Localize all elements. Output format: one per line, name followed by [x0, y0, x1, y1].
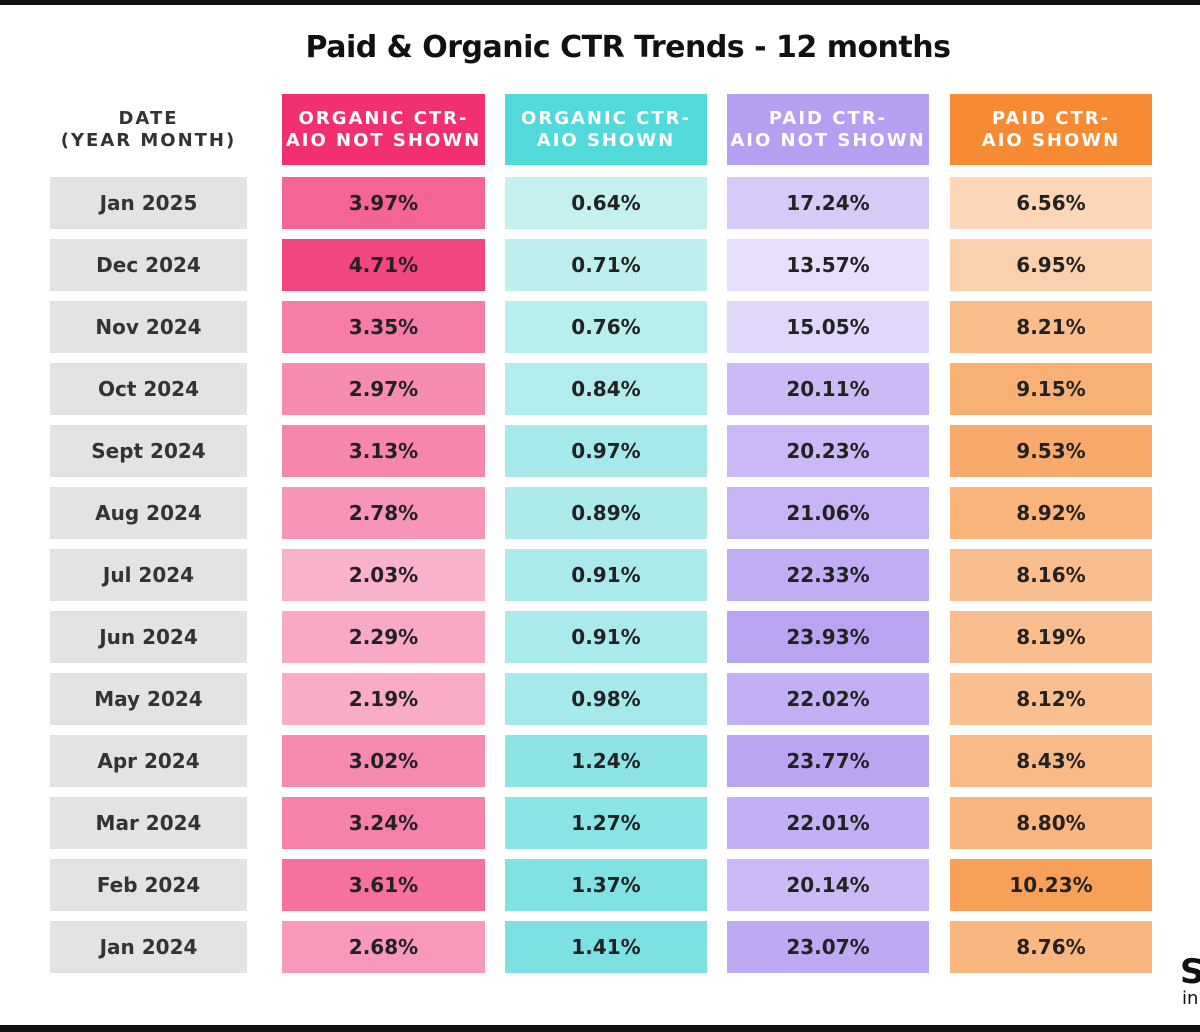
- column-header: DATE (YEAR MONTH): [50, 94, 247, 165]
- date-cell: Apr 2024: [50, 735, 247, 787]
- logo: S: [1180, 952, 1200, 992]
- value-cell: 3.24%: [282, 797, 485, 849]
- value-cell: 8.76%: [950, 921, 1152, 973]
- value-cell: 0.97%: [505, 425, 707, 477]
- value-cell: 22.02%: [727, 673, 929, 725]
- column-header: PAID CTR- AIO NOT SHOWN: [727, 94, 929, 165]
- value-cell: 21.06%: [727, 487, 929, 539]
- column-header: ORGANIC CTR- AIO SHOWN: [505, 94, 707, 165]
- date-cell: Oct 2024: [50, 363, 247, 415]
- value-cell: 2.97%: [282, 363, 485, 415]
- date-cell: Jul 2024: [50, 549, 247, 601]
- header-line: AIO NOT SHOWN: [730, 129, 926, 151]
- value-cell: 8.43%: [950, 735, 1152, 787]
- value-cell: 3.97%: [282, 177, 485, 229]
- value-cell: 6.56%: [950, 177, 1152, 229]
- value-cell: 0.91%: [505, 611, 707, 663]
- value-cell: 23.07%: [727, 921, 929, 973]
- date-cell: Sept 2024: [50, 425, 247, 477]
- value-cell: 3.13%: [282, 425, 485, 477]
- header-line: AIO SHOWN: [981, 129, 1121, 151]
- title: Paid & Organic CTR Trends - 12 months: [305, 30, 951, 65]
- column-header: ORGANIC CTR- AIO NOT SHOWN: [282, 94, 485, 165]
- column-header: PAID CTR- AIO SHOWN: [950, 94, 1152, 165]
- header-line: PAID CTR-: [991, 107, 1111, 129]
- date-cell: Jun 2024: [50, 611, 247, 663]
- value-cell: 1.41%: [505, 921, 707, 973]
- value-cell: 0.84%: [505, 363, 707, 415]
- header-line: AIO SHOWN: [536, 129, 676, 151]
- value-cell: 0.71%: [505, 239, 707, 291]
- date-cell: Feb 2024: [50, 859, 247, 911]
- value-cell: 9.15%: [950, 363, 1152, 415]
- logo-text: in: [1182, 988, 1199, 1009]
- value-cell: 0.91%: [505, 549, 707, 601]
- value-cell: 1.27%: [505, 797, 707, 849]
- value-cell: 3.61%: [282, 859, 485, 911]
- value-cell: 2.29%: [282, 611, 485, 663]
- value-cell: 2.78%: [282, 487, 485, 539]
- value-cell: 2.19%: [282, 673, 485, 725]
- date-cell: Jan 2025: [50, 177, 247, 229]
- date-cell: Aug 2024: [50, 487, 247, 539]
- value-cell: 0.98%: [505, 673, 707, 725]
- value-cell: 13.57%: [727, 239, 929, 291]
- date-cell: Mar 2024: [50, 797, 247, 849]
- value-cell: 8.12%: [950, 673, 1152, 725]
- value-cell: 2.03%: [282, 549, 485, 601]
- value-cell: 2.68%: [282, 921, 485, 973]
- value-cell: 22.33%: [727, 549, 929, 601]
- date-cell: May 2024: [50, 673, 247, 725]
- value-cell: 20.23%: [727, 425, 929, 477]
- value-cell: 20.14%: [727, 859, 929, 911]
- value-cell: 8.19%: [950, 611, 1152, 663]
- value-cell: 15.05%: [727, 301, 929, 353]
- value-cell: 3.35%: [282, 301, 485, 353]
- header-line: ORGANIC CTR-: [521, 107, 691, 129]
- value-cell: 0.89%: [505, 487, 707, 539]
- header-line: PAID CTR-: [768, 107, 888, 129]
- value-cell: 8.16%: [950, 549, 1152, 601]
- value-cell: 9.53%: [950, 425, 1152, 477]
- value-cell: 0.64%: [505, 177, 707, 229]
- value-cell: 0.76%: [505, 301, 707, 353]
- value-cell: 6.95%: [950, 239, 1152, 291]
- header-line: (YEAR MONTH): [60, 129, 237, 151]
- header-line: ORGANIC CTR-: [298, 107, 469, 129]
- value-cell: 3.02%: [282, 735, 485, 787]
- date-cell: Nov 2024: [50, 301, 247, 353]
- date-cell: Dec 2024: [50, 239, 247, 291]
- value-cell: 20.11%: [727, 363, 929, 415]
- value-cell: 23.77%: [727, 735, 929, 787]
- value-cell: 17.24%: [727, 177, 929, 229]
- value-cell: 8.80%: [950, 797, 1152, 849]
- header-line: DATE: [118, 107, 179, 129]
- value-cell: 10.23%: [950, 859, 1152, 911]
- value-cell: 8.92%: [950, 487, 1152, 539]
- value-cell: 8.21%: [950, 301, 1152, 353]
- date-cell: Jan 2024: [50, 921, 247, 973]
- header-line: AIO NOT SHOWN: [285, 129, 482, 151]
- top-border: [0, 0, 1200, 5]
- value-cell: 22.01%: [727, 797, 929, 849]
- value-cell: 23.93%: [727, 611, 929, 663]
- bottom-border: [0, 1025, 1200, 1032]
- value-cell: 1.24%: [505, 735, 707, 787]
- value-cell: 1.37%: [505, 859, 707, 911]
- value-cell: 4.71%: [282, 239, 485, 291]
